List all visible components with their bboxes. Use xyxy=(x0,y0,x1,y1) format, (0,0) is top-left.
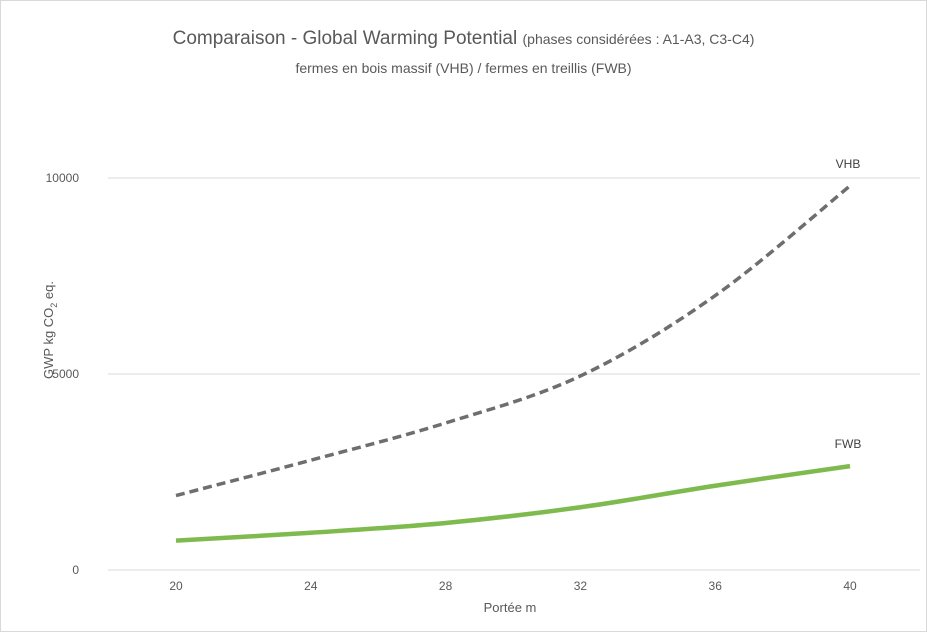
y-axis-label: GWP kg CO2 eq. xyxy=(41,281,59,379)
series-line-vhb xyxy=(175,184,852,498)
y-tick-label: 10000 xyxy=(46,171,80,185)
x-tick-label: 32 xyxy=(574,579,588,593)
series-line-fwb xyxy=(175,463,851,543)
x-axis-label: Portée m xyxy=(484,600,537,615)
series-labels: VHB FWB xyxy=(835,157,862,451)
chart-title-note: (phases considérées : A1-A3, C3-C4) xyxy=(522,31,755,47)
y-tick-label: 5000 xyxy=(52,367,79,381)
chart-subtitle: fermes en bois massif (VHB) / fermes en … xyxy=(295,60,632,76)
y-tick-label: 0 xyxy=(72,563,79,577)
y-tick-labels: 0 5000 10000 xyxy=(46,171,80,577)
chart-title: Comparaison - Global Warming Potential (… xyxy=(0,28,927,50)
x-tick-label: 20 xyxy=(169,579,183,593)
y-axis-label-suffix: eq. xyxy=(41,281,56,303)
y-axis-label-subscript: 2 xyxy=(49,303,59,308)
series-lines xyxy=(175,184,852,543)
gridlines xyxy=(108,177,920,375)
series-label-fwb: FWB xyxy=(835,437,862,451)
x-tick-label: 28 xyxy=(439,579,453,593)
x-tick-label: 24 xyxy=(304,579,318,593)
y-axis-label-prefix: GWP kg CO xyxy=(41,308,56,379)
series-label-vhb: VHB xyxy=(836,157,861,171)
x-tick-labels: 20 24 28 32 36 40 xyxy=(169,579,857,593)
x-tick-label: 40 xyxy=(843,579,857,593)
x-tick-label: 36 xyxy=(709,579,723,593)
chart-title-main: Comparaison - Global Warming Potential xyxy=(172,28,518,49)
